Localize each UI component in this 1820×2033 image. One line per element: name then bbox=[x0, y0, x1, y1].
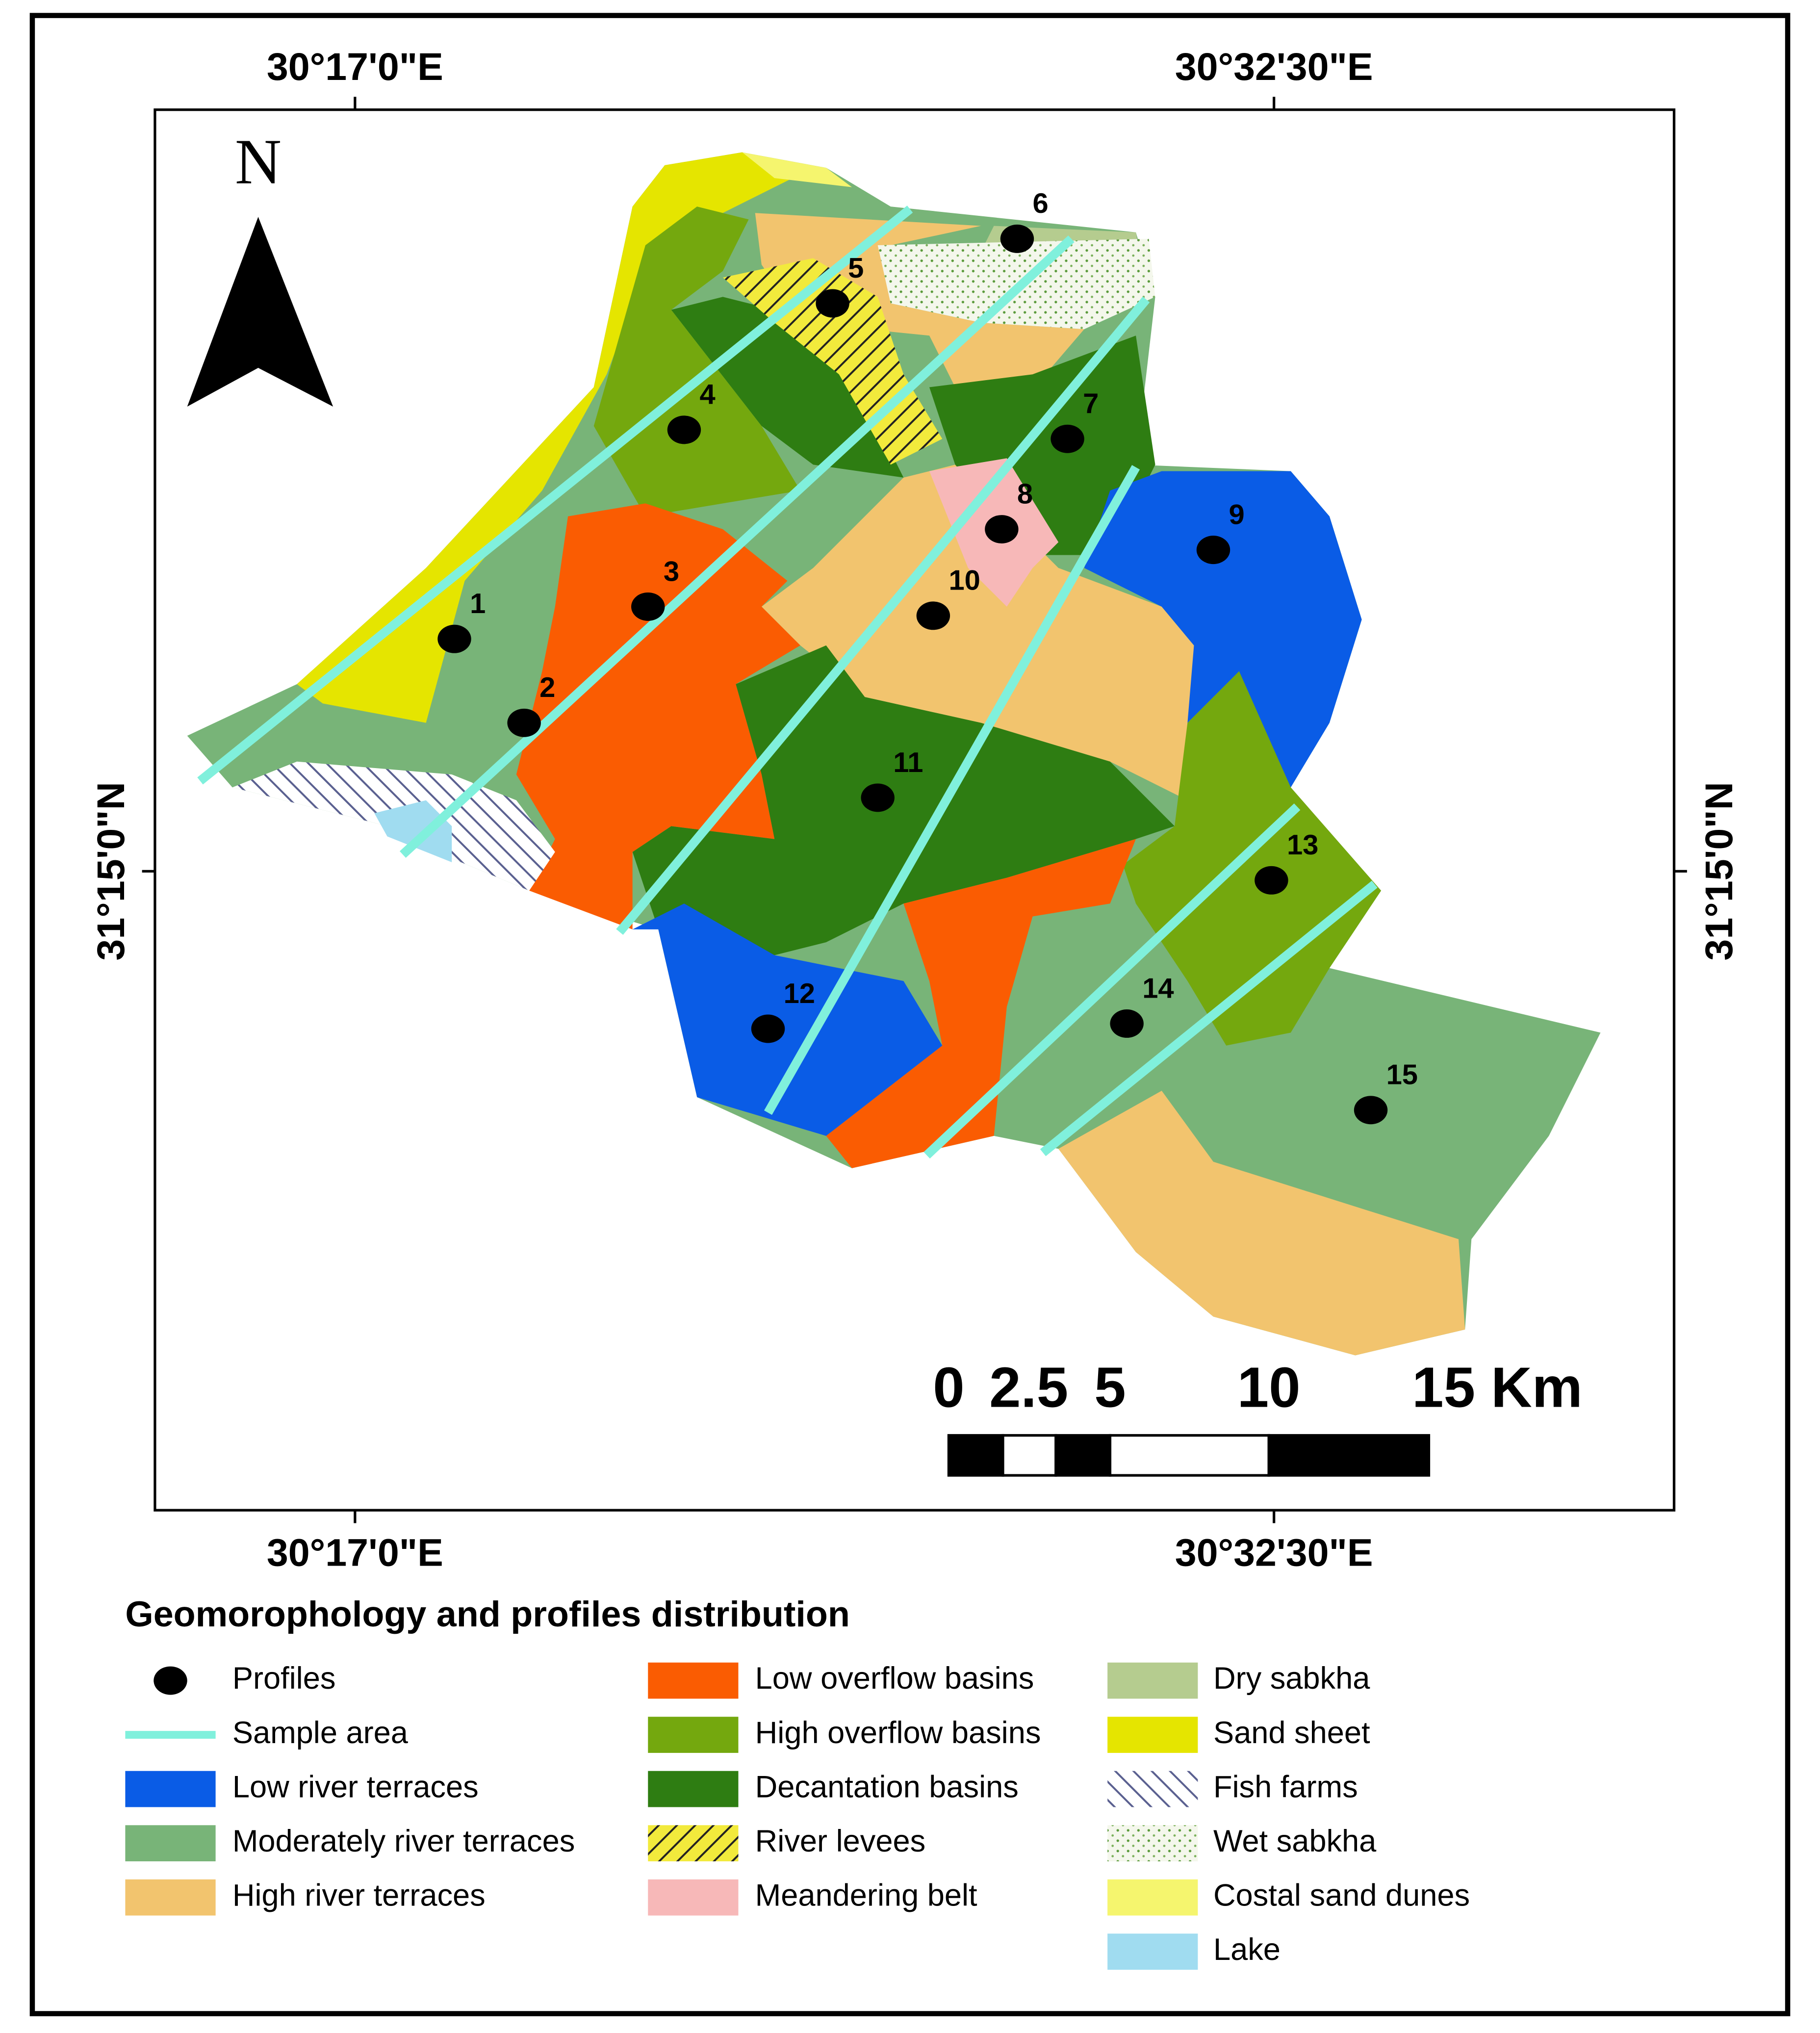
legend-swatch bbox=[1107, 1771, 1198, 1807]
profile-point bbox=[816, 289, 849, 318]
legend-swatch bbox=[125, 1825, 216, 1861]
legend-swatch bbox=[648, 1662, 739, 1699]
scale-bar bbox=[947, 1434, 1431, 1477]
legend-label: Costal sand dunes bbox=[1213, 1878, 1470, 1912]
legend-label: Meandering belt bbox=[755, 1878, 977, 1912]
profile-point bbox=[1255, 866, 1288, 895]
profile-point bbox=[751, 1014, 785, 1043]
legend-label: Sample area bbox=[232, 1716, 409, 1750]
legend-label: Wet sabkha bbox=[1213, 1824, 1377, 1858]
scale-label: 0 bbox=[933, 1356, 964, 1419]
profile-point bbox=[1000, 224, 1034, 253]
legend-title: Geomorophology and profiles distribution bbox=[125, 1594, 850, 1634]
scale-label: 5 bbox=[1094, 1356, 1126, 1419]
profile-point bbox=[507, 708, 541, 737]
legend-label: Low river terraces bbox=[232, 1770, 479, 1804]
scale-label: 15 Km bbox=[1412, 1356, 1583, 1419]
scale-label: 10 bbox=[1237, 1356, 1301, 1419]
profile-label: 5 bbox=[848, 253, 864, 284]
profile-label: 10 bbox=[948, 565, 980, 596]
legend-swatch bbox=[125, 1879, 216, 1916]
profile-point bbox=[437, 624, 471, 653]
frame-ticks bbox=[142, 97, 1687, 1523]
coord-label: 30°17'0"E bbox=[267, 1531, 443, 1574]
legend-swatch bbox=[1107, 1717, 1198, 1753]
profile-label: 9 bbox=[1229, 499, 1245, 530]
legend-swatch bbox=[1107, 1933, 1198, 1970]
legend-swatch bbox=[648, 1717, 739, 1753]
coord-label: 31°15'0"N bbox=[1697, 782, 1741, 960]
scale-label: 2.5 bbox=[989, 1356, 1068, 1419]
profile-label: 3 bbox=[664, 556, 679, 587]
coord-label: 30°17'0"E bbox=[267, 45, 443, 88]
profile-point bbox=[861, 783, 895, 812]
north-label: N bbox=[235, 127, 282, 198]
legend-label: Profiles bbox=[232, 1661, 336, 1696]
profile-label: 4 bbox=[700, 379, 716, 411]
legend-label: Low overflow basins bbox=[755, 1661, 1034, 1696]
legend-swatch bbox=[648, 1771, 739, 1807]
profile-label: 8 bbox=[1017, 478, 1033, 510]
profile-label: 11 bbox=[893, 747, 923, 778]
profile-point bbox=[1196, 536, 1230, 565]
sample-area-lines bbox=[197, 206, 1378, 1159]
profile-label: 13 bbox=[1287, 829, 1318, 861]
profile-point bbox=[1110, 1009, 1144, 1038]
profile-point bbox=[985, 515, 1019, 543]
legend-label: Sand sheet bbox=[1213, 1716, 1370, 1750]
legend: Profiles Sample area Low river terraces Mod… bbox=[125, 1661, 1470, 1970]
legend-label: Fish farms bbox=[1213, 1770, 1358, 1804]
profile-point bbox=[1051, 424, 1084, 453]
profile-label: 7 bbox=[1083, 388, 1099, 419]
profile-point bbox=[631, 592, 665, 621]
profile-label: 1 bbox=[470, 588, 486, 619]
legend-label: Decantation basins bbox=[755, 1770, 1019, 1804]
legend-label: Dry sabkha bbox=[1213, 1661, 1370, 1696]
legend-label: High overflow basins bbox=[755, 1716, 1041, 1750]
profile-point bbox=[916, 601, 950, 630]
profile-label: 6 bbox=[1033, 188, 1049, 219]
legend-swatch bbox=[154, 1666, 187, 1695]
legend-swatch bbox=[1107, 1825, 1198, 1861]
legend-swatch bbox=[648, 1825, 739, 1861]
profile-point bbox=[1354, 1096, 1388, 1125]
legend-swatch bbox=[125, 1771, 216, 1807]
profile-point bbox=[667, 415, 701, 444]
legend-swatch bbox=[1107, 1662, 1198, 1699]
coord-label: 31°15'0"N bbox=[89, 782, 132, 960]
north-arrow bbox=[187, 217, 333, 407]
profile-label: 15 bbox=[1386, 1059, 1418, 1091]
profile-label: 12 bbox=[784, 978, 815, 1009]
legend-label: Moderately river terraces bbox=[232, 1824, 575, 1858]
coord-label: 30°32'30"E bbox=[1175, 45, 1373, 88]
legend-swatch bbox=[1107, 1879, 1198, 1916]
profile-label: 14 bbox=[1142, 973, 1174, 1004]
profile-label: 2 bbox=[539, 672, 555, 703]
legend-swatch bbox=[648, 1879, 739, 1916]
legend-label: River levees bbox=[755, 1824, 925, 1858]
legend-label: High river terraces bbox=[232, 1878, 486, 1912]
legend-label: Lake bbox=[1213, 1932, 1281, 1967]
coord-label: 30°32'30"E bbox=[1175, 1531, 1373, 1574]
